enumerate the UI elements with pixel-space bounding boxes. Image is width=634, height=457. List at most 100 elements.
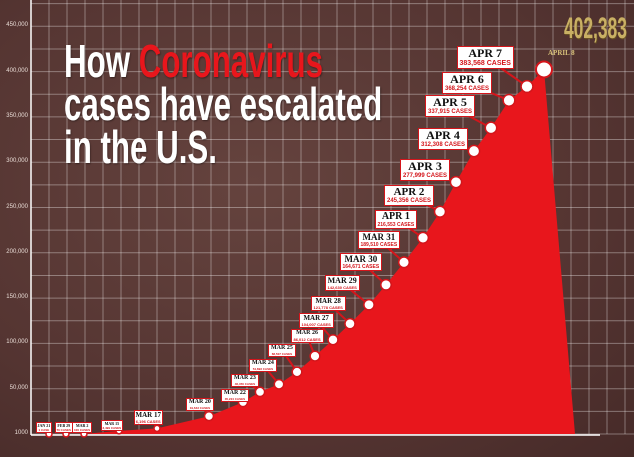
- label-cases: 70 CASES: [56, 427, 72, 432]
- data-label: MAR 25 68,507 CASES: [268, 343, 296, 357]
- y-tick-label: 150,000: [6, 294, 28, 301]
- label-cases: 100 CASES: [74, 427, 91, 432]
- label-cases: 86,012 CASES: [293, 337, 321, 342]
- data-label: MAR 30 164,671 CASES: [339, 253, 383, 271]
- label-date: MAR 27: [303, 313, 329, 322]
- label-cases: 1 CASE: [38, 427, 50, 432]
- label-cases: 277,999 CASES: [403, 173, 448, 179]
- data-label: APR 6 368,254 CASES: [442, 72, 493, 94]
- data-label: MAR 31 189,510 CASES: [357, 231, 401, 249]
- data-label: APR 4 312,308 CASES: [418, 128, 469, 150]
- data-point: [363, 298, 375, 311]
- label-date: MAR 31: [362, 232, 396, 242]
- title-line3: in the U.S.: [64, 121, 217, 173]
- data-label: MAR 29 142,630 CASES: [324, 275, 360, 291]
- data-label: MAR 24 54,893 CASES: [249, 358, 277, 372]
- data-point: [416, 231, 430, 244]
- label-cases: 6,196 CASES: [135, 418, 161, 424]
- data-label: MAR 27 104,007 CASES: [298, 312, 334, 328]
- title-part1: How: [64, 35, 139, 87]
- data-label: FEB 29 70 CASES: [54, 421, 74, 433]
- label-cases: 216,553 CASES: [377, 221, 415, 228]
- data-point: [344, 317, 356, 330]
- label-date: APR 5: [433, 95, 467, 109]
- title-highlight: Coronavirus: [138, 35, 323, 87]
- label-date: APR 3: [408, 159, 442, 173]
- label-date: APR 4: [426, 128, 460, 142]
- label-date: MAR 15: [104, 420, 120, 426]
- label-cases: 164,671 CASES: [342, 264, 380, 270]
- label-date: MAR 25: [271, 344, 293, 351]
- y-tick-label: 450,000: [6, 22, 28, 29]
- label-date: MAR 20: [189, 398, 211, 405]
- headline-total: 402,383: [564, 12, 627, 45]
- data-point: [254, 386, 266, 398]
- y-tick-label: 100,000: [6, 339, 28, 346]
- data-point: [535, 60, 553, 79]
- data-point: [380, 278, 392, 291]
- label-cases: 35,224 CASES: [224, 396, 246, 401]
- data-label: MAR 23 46,450 CASES: [231, 373, 259, 387]
- data-point: [467, 144, 481, 158]
- data-point: [273, 378, 285, 390]
- label-date: MAR 29: [327, 276, 357, 285]
- label-cases: 245,356 CASES: [387, 197, 432, 204]
- label-date: MAR 23: [234, 374, 256, 381]
- data-label: MAR 22 35,224 CASES: [221, 388, 249, 402]
- label-cases: 142,630 CASES: [327, 285, 357, 290]
- label-date: MAR 30: [344, 254, 378, 264]
- label-date: APR 1: [381, 210, 410, 222]
- data-point: [502, 93, 516, 107]
- data-point: [484, 121, 498, 135]
- label-cases: 312,308 CASES: [421, 142, 466, 148]
- data-point: [153, 424, 161, 433]
- data-point: [449, 175, 463, 189]
- y-tick-label: 1000: [14, 430, 28, 436]
- data-point: [291, 366, 303, 378]
- label-date: APR 7: [468, 45, 503, 60]
- data-label: MAR 2 100 CASES: [72, 421, 93, 433]
- data-label: MAR 15 3,499 CASES: [100, 419, 124, 431]
- data-point: [327, 334, 339, 346]
- data-label: APR 5 337,915 CASES: [425, 95, 476, 117]
- y-tick-label: 400,000: [6, 67, 28, 74]
- chart-title: How Coronavirus cases have escalated in …: [64, 38, 383, 170]
- data-label: APR 3 277,999 CASES: [400, 159, 451, 181]
- label-cases: 189,510 CASES: [360, 242, 398, 248]
- headline-date: APRIL 8: [548, 49, 575, 57]
- data-label: MAR 26 86,012 CASES: [290, 329, 324, 343]
- label-cases: 104,007 CASES: [301, 321, 331, 327]
- data-label: APR 7 383,568 CASES: [456, 45, 514, 69]
- cases-area: [31, 69, 575, 434]
- data-point: [433, 205, 447, 218]
- label-date: APR 6: [450, 72, 484, 86]
- y-tick-label: 300,000: [6, 158, 28, 165]
- y-tick-label: 250,000: [6, 203, 28, 210]
- label-date: MAR 26: [296, 330, 318, 336]
- label-date: MAR 22: [224, 389, 246, 396]
- data-label: MAR 17 6,196 CASES: [133, 409, 163, 425]
- label-cases: 46,450 CASES: [234, 381, 256, 386]
- data-point: [309, 350, 321, 362]
- label-date: APR 2: [393, 185, 425, 198]
- label-cases: 383,568 CASES: [459, 59, 511, 67]
- data-label: APR 1 216,553 CASES: [374, 209, 418, 229]
- label-cases: 121,778 CASES: [313, 304, 343, 310]
- label-date: FEB 29: [57, 422, 71, 428]
- data-point: [397, 256, 411, 269]
- label-cases: 368,254 CASES: [445, 86, 490, 92]
- label-date: JAN 21: [37, 422, 51, 428]
- y-tick-label: 200,000: [6, 248, 28, 255]
- data-label: MAR 28 121,778 CASES: [310, 295, 346, 311]
- data-point: [203, 411, 215, 422]
- data-label: JAN 21 1 CASE: [35, 421, 53, 433]
- label-cases: 54,893 CASES: [252, 366, 274, 371]
- data-point: [520, 79, 534, 94]
- label-cases: 3,499 CASES: [102, 425, 122, 430]
- label-date: MAR 2: [75, 422, 89, 428]
- title-line2: cases have escalated: [64, 78, 383, 130]
- label-cases: 68,507 CASES: [271, 351, 293, 356]
- label-date: MAR 28: [315, 296, 341, 305]
- data-label: MAR 20 19,643 CASES: [186, 397, 214, 411]
